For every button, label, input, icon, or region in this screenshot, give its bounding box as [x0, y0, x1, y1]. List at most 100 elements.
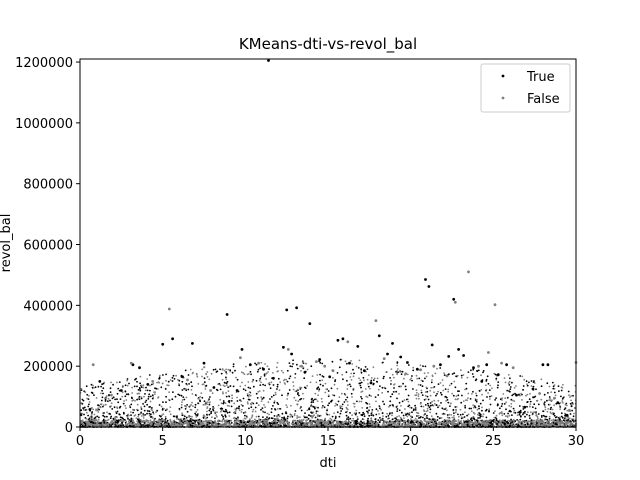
data-point [425, 375, 428, 378]
data-point [355, 365, 358, 368]
data-point [381, 412, 384, 415]
data-point [555, 416, 558, 418]
data-point [97, 411, 100, 413]
data-point [346, 362, 348, 365]
data-point [417, 393, 420, 396]
data-point [457, 390, 459, 392]
data-point [367, 417, 369, 420]
data-point [185, 389, 188, 392]
data-point [274, 393, 277, 396]
data-point [485, 420, 488, 422]
data-point [417, 395, 420, 398]
data-point [381, 391, 384, 394]
data-point [83, 409, 85, 411]
data-point [350, 372, 352, 375]
data-point [559, 416, 561, 419]
data-point [283, 382, 286, 384]
data-point [157, 388, 159, 390]
data-point [481, 393, 483, 396]
data-point [255, 363, 258, 366]
data-point [429, 418, 431, 421]
data-point [459, 408, 462, 411]
data-point [122, 402, 125, 405]
data-point [396, 397, 398, 400]
data-point [534, 407, 537, 410]
data-point [553, 414, 556, 417]
data-point [213, 407, 215, 410]
data-point [242, 388, 245, 391]
data-point [266, 416, 268, 418]
data-point [208, 409, 211, 412]
data-point [379, 385, 381, 387]
data-point [93, 413, 96, 416]
data-point [359, 379, 362, 382]
data-point [400, 385, 402, 387]
data-point [205, 384, 208, 387]
data-point [529, 392, 531, 395]
data-point [298, 419, 301, 422]
data-point [156, 423, 159, 426]
data-point [447, 388, 450, 391]
data-point [169, 379, 172, 381]
data-point [512, 407, 515, 410]
data-point [424, 391, 427, 393]
data-point [234, 408, 237, 410]
data-point [430, 415, 433, 417]
data-point [500, 411, 503, 413]
data-point [369, 387, 371, 390]
data-point [482, 371, 484, 374]
data-point [235, 417, 238, 420]
data-point [306, 409, 309, 412]
data-point [339, 358, 342, 361]
data-point [127, 422, 130, 425]
data-point [408, 422, 410, 425]
data-point [533, 403, 536, 406]
data-point [360, 420, 362, 423]
data-point [133, 421, 136, 424]
data-point [429, 394, 432, 397]
data-point [119, 416, 122, 419]
data-point [183, 419, 186, 422]
data-point [361, 390, 364, 393]
data-point [195, 416, 198, 418]
data-point [256, 419, 259, 422]
data-point [340, 424, 343, 427]
data-point [312, 399, 315, 402]
data-point [477, 369, 480, 372]
data-point [305, 419, 308, 422]
data-point [434, 418, 437, 421]
data-point [529, 405, 531, 408]
data-point [529, 421, 532, 423]
data-point [83, 406, 86, 409]
data-point [530, 385, 533, 387]
data-point [114, 398, 116, 401]
data-point [466, 414, 468, 417]
data-point [125, 399, 128, 401]
data-point [258, 390, 261, 392]
data-point [208, 378, 211, 381]
data-point [138, 395, 141, 398]
data-point [294, 373, 297, 375]
data-point [485, 380, 488, 382]
data-point [345, 411, 347, 414]
data-point [112, 396, 115, 399]
data-point [423, 372, 426, 375]
data-point [526, 383, 528, 386]
data-point [234, 369, 236, 372]
data-point [426, 395, 429, 398]
data-point [431, 379, 433, 381]
data-point [455, 406, 458, 408]
data-point [129, 406, 132, 409]
data-point [372, 379, 375, 381]
data-point [555, 423, 558, 426]
data-point [191, 401, 193, 404]
data-point [280, 369, 283, 372]
data-point [222, 402, 225, 405]
data-point [81, 420, 84, 423]
data-point [534, 423, 536, 425]
data-point [501, 414, 504, 417]
data-point [88, 403, 90, 406]
data-point [564, 403, 567, 406]
data-point [344, 394, 347, 396]
data-point [545, 415, 548, 418]
